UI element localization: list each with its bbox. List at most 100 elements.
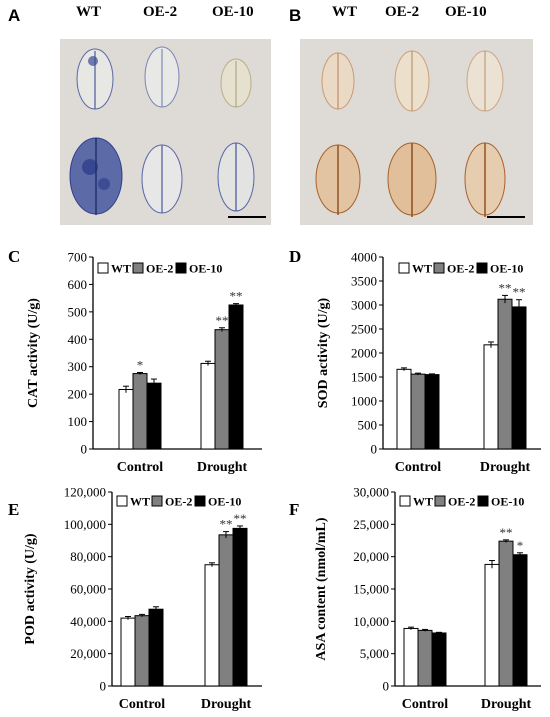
- bar-d-wt-control: [396, 368, 412, 450]
- legend-label-c-wt: WT: [111, 262, 131, 276]
- bar-e-oe-10-drought: [232, 527, 248, 687]
- legend-label-f-oe-10: OE-10: [491, 495, 524, 509]
- y-axis-label-f: ASA content (nmol/mL): [314, 517, 329, 660]
- bar-d-oe-10-control: [424, 374, 440, 450]
- legend-label-c-oe-2: OE-2: [146, 262, 173, 276]
- y-tick-label-f: 30,000: [353, 485, 389, 500]
- significance-mark-e: **: [234, 511, 247, 526]
- photo-label-wt-b: WT: [332, 4, 358, 20]
- significance-mark-c: **: [230, 289, 243, 304]
- panel-letter-c: C: [8, 247, 20, 266]
- legend-label-e-oe-10: OE-10: [208, 495, 241, 509]
- significance-mark-d: **: [499, 280, 512, 295]
- y-tick-label-e: 20,000: [70, 646, 106, 661]
- bar-e-oe-2-drought: [218, 534, 234, 687]
- legend-swatch-d-oe-10: [476, 262, 488, 274]
- bar-f-wt-control: [403, 627, 419, 687]
- legend-swatch-f-oe-10: [477, 495, 489, 507]
- significance-mark-f: *: [517, 538, 524, 553]
- bar-e-oe-10-control: [148, 608, 164, 687]
- y-tick-label-f: 15,000: [353, 582, 389, 597]
- bar-c-oe-10-drought: [228, 304, 244, 450]
- y-tick-label-c: 100: [68, 414, 88, 429]
- legend-label-d-oe-10: OE-10: [490, 262, 523, 276]
- y-tick-label-e: 80,000: [70, 549, 106, 564]
- y-tick-label-d: 1000: [351, 394, 377, 409]
- legend-swatch-e-wt: [116, 495, 128, 507]
- bar-d-oe-10-drought: [511, 306, 527, 450]
- legend-swatch-e-oe-10: [194, 495, 206, 507]
- category-label-d-control: Control: [395, 460, 442, 475]
- panel-letter-f: F: [289, 500, 299, 519]
- y-tick-label-d: 2500: [351, 322, 377, 337]
- legend-label-f-oe-2: OE-2: [448, 495, 475, 509]
- bar-d-oe-2-control: [410, 373, 426, 450]
- y-tick-label-c: 200: [68, 387, 88, 402]
- legend-swatch-c-oe-2: [132, 262, 144, 274]
- legend-swatch-c-oe-10: [175, 262, 187, 274]
- y-tick-label-d: 1500: [351, 370, 377, 385]
- bar-c-wt-drought: [200, 362, 216, 450]
- bar-f-oe-10-drought: [512, 554, 528, 687]
- scale-bar-b: [487, 216, 525, 218]
- y-tick-label-d: 3000: [351, 298, 377, 313]
- photo-label-oe10-b: OE-10: [445, 4, 487, 20]
- bar-f-oe-2-drought: [498, 540, 514, 687]
- legend-swatch-c-wt: [97, 262, 109, 274]
- photo-label-oe10: OE-10: [212, 4, 254, 20]
- y-axis-label-d: SOD activity (U/g): [316, 297, 331, 408]
- category-label-e-drought: Drought: [201, 697, 252, 712]
- y-tick-label-c: 500: [68, 304, 88, 319]
- photo-label-wt: WT: [76, 4, 102, 20]
- y-tick-label-e: 40,000: [70, 614, 106, 629]
- y-tick-label-c: 600: [68, 277, 88, 292]
- bar-e-wt-drought: [204, 564, 220, 687]
- y-tick-label-f: 10,000: [353, 614, 389, 629]
- panel-letter-a: A: [8, 6, 21, 25]
- y-tick-label-e: 0: [100, 679, 107, 694]
- bar-c-wt-control: [118, 388, 134, 450]
- y-tick-label-f: 20,000: [353, 549, 389, 564]
- photo-label-oe2-b: OE-2: [385, 4, 420, 20]
- legend-label-f-wt: WT: [413, 495, 433, 509]
- y-tick-label-f: 25,000: [353, 517, 389, 532]
- y-tick-label-d: 0: [371, 442, 378, 457]
- legend-label-d-oe-2: OE-2: [447, 262, 474, 276]
- category-label-f-drought: Drought: [481, 697, 532, 712]
- significance-mark-e: **: [220, 517, 233, 532]
- legend-label-c-oe-10: OE-10: [189, 262, 222, 276]
- y-tick-label-d: 2000: [351, 346, 377, 361]
- y-tick-label-c: 700: [68, 250, 88, 265]
- y-tick-label-e: 60,000: [70, 582, 106, 597]
- panel-letter-e: E: [8, 500, 19, 519]
- bar-c-oe-2-control: [132, 373, 148, 450]
- category-label-c-drought: Drought: [197, 460, 248, 475]
- bar-c-oe-10-control: [146, 382, 162, 450]
- y-tick-label-d: 3500: [351, 274, 377, 289]
- y-tick-label-f: 0: [383, 679, 390, 694]
- significance-mark-c: *: [137, 357, 144, 372]
- panel-letter-b: B: [289, 6, 302, 25]
- legend-label-e-wt: WT: [130, 495, 150, 509]
- bar-e-wt-control: [120, 617, 136, 687]
- y-tick-label-f: 5,000: [360, 646, 389, 661]
- legend-label-d-wt: WT: [412, 262, 432, 276]
- bar-c-oe-2-drought: [214, 329, 230, 450]
- nbt-stain-photo: [60, 39, 271, 225]
- y-tick-label-e: 120,000: [64, 485, 106, 500]
- legend-swatch-d-wt: [398, 262, 410, 274]
- legend-swatch-f-wt: [399, 495, 411, 507]
- bar-e-oe-2-control: [134, 615, 150, 687]
- category-label-d-drought: Drought: [480, 460, 531, 475]
- dab-stain-photo: [300, 39, 533, 225]
- bar-f-wt-drought: [484, 563, 500, 687]
- bar-d-wt-drought: [483, 344, 499, 450]
- significance-mark-c: **: [216, 313, 229, 328]
- dab-leaf-images: [315, 50, 506, 217]
- bar-f-oe-2-control: [417, 629, 433, 687]
- photo-label-oe2: OE-2: [143, 4, 178, 20]
- legend-label-e-oe-2: OE-2: [165, 495, 192, 509]
- legend-swatch-e-oe-2: [151, 495, 163, 507]
